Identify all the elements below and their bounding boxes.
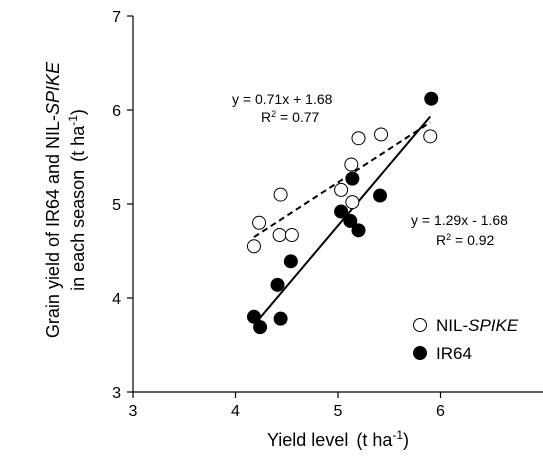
data-point-nil-spike [344,157,359,172]
y-axis-label: Grain yield of IR64 and NIL-SPIKE in eac… [43,61,88,338]
legend-label-nil-spike: NIL-SPIKE [436,316,519,335]
legend-label-ir64: IR64 [436,344,472,363]
data-point-ir64 [343,213,358,228]
r2-ir64-exp: 2 [446,232,451,242]
data-point-ir64 [373,188,388,203]
x-tick-label: 6 [436,403,445,420]
data-point-nil-spike [374,127,389,142]
tick-labels: 3 4 5 6 3 4 5 6 7 [112,9,445,420]
r2-ir64-value: = 0.92 [451,232,494,248]
trendline-nil-spike [253,121,431,238]
equation-nil-spike-formula: y = 0.71x + 1.68 [232,91,333,107]
y-tick-label: 6 [112,103,121,120]
y-axis-label-line2: in each season (t ha-1) [66,109,88,291]
x-tick-label: 5 [334,403,343,420]
legend: NIL-SPIKE IR64 [413,316,519,363]
equation-nil-spike-r2: R2 = 0.77 [261,109,320,125]
x-tick-label: 4 [231,403,240,420]
x-axis-label-unit-exp: -1 [392,428,403,442]
data-point-ir64 [351,223,366,238]
data-point-nil-spike [252,215,267,230]
legend-marker-ir64 [413,346,427,360]
data-points [246,91,439,335]
y-axis-label-line2-close: ) [68,109,88,115]
ticks [127,15,442,398]
legend-label-nil-spike-b: SPIKE [468,316,519,335]
data-point-ir64 [345,171,360,186]
equation-ir64: y = 1.29x - 1.68 R2 = 0.92 [411,212,508,248]
y-tick-label: 3 [112,385,121,402]
legend-label-nil-spike-a: NIL- [436,316,468,335]
data-point-ir64 [283,254,298,269]
x-axis-label-unit-close: ) [403,430,409,450]
data-point-nil-spike [334,182,349,197]
axes [132,16,543,393]
data-point-ir64 [273,311,288,326]
data-point-nil-spike [273,187,288,202]
equation-ir64-formula: y = 1.29x - 1.68 [411,212,508,228]
trendline-ir64 [255,115,432,324]
x-axis-label-unit: (t ha [356,430,393,450]
y-axis-label-line2-text: in each season [68,170,88,291]
data-point-ir64 [270,277,285,292]
y-tick-label: 7 [112,9,121,26]
data-point-nil-spike [272,228,287,243]
r2-nil-spike-prefix: R [261,109,271,125]
trendlines [253,115,432,324]
r2-ir64-prefix: R [436,232,446,248]
y-axis-label-line1: Grain yield of IR64 and NIL-SPIKE [43,61,63,338]
data-point-nil-spike [423,129,438,144]
y-axis-label-line2-exp: -1 [66,115,80,126]
data-point-nil-spike [284,228,299,243]
data-point-nil-spike [351,131,366,146]
data-point-ir64 [334,204,349,219]
equation-nil-spike: y = 0.71x + 1.68 R2 = 0.77 [232,91,333,125]
y-axis-label-line2-unit: (t ha [68,125,88,162]
legend-marker-nil-spike [413,318,427,332]
data-point-nil-spike [246,239,261,254]
data-point-nil-spike [345,195,360,210]
y-tick-label: 5 [112,197,121,214]
x-tick-label: 3 [129,403,138,420]
x-axis-label: Yield level (t ha-1) [267,428,409,450]
x-axis-label-main: Yield level [267,430,348,450]
data-point-ir64 [424,91,439,106]
y-axis-label-line1-text: Grain yield of IR64 and NIL- [43,115,63,338]
equation-ir64-r2: R2 = 0.92 [436,232,495,248]
r2-nil-spike-exp: 2 [271,109,276,119]
y-axis-label-line1-italic: SPIKE [43,61,63,115]
y-tick-label: 4 [112,291,121,308]
data-point-ir64 [246,309,261,324]
data-point-ir64 [253,320,268,335]
r2-nil-spike-value: = 0.77 [276,109,319,125]
